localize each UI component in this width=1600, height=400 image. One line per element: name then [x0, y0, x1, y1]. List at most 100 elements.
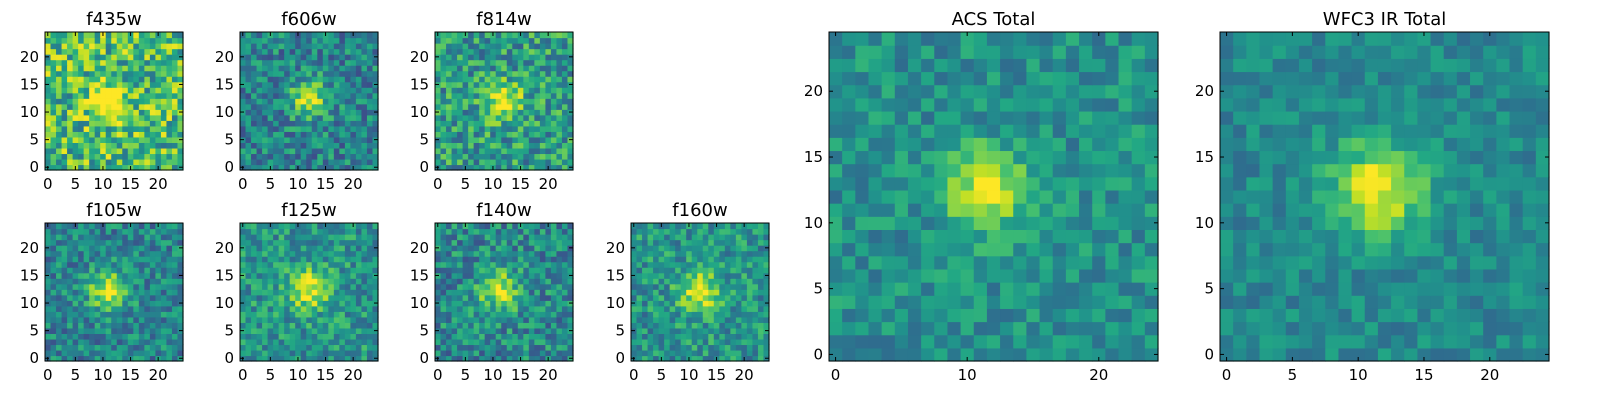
heatmap-cell: [702, 289, 709, 296]
heatmap-cell: [61, 289, 68, 296]
heatmap-cell: [550, 136, 558, 143]
heatmap-cell: [333, 278, 340, 285]
heatmap-cell: [289, 245, 296, 252]
heatmap-cell: [921, 255, 935, 270]
heatmap-cell: [757, 223, 765, 230]
heatmap-cell: [440, 294, 447, 301]
x-tick-label: 20: [149, 366, 168, 384]
heatmap-cell: [100, 54, 107, 61]
heatmap-cell: [177, 256, 184, 263]
heatmap-cell: [100, 120, 107, 127]
heatmap-cell: [1105, 347, 1120, 362]
x-tick-label: 10: [93, 175, 112, 193]
heatmap-cell: [50, 267, 57, 274]
heatmap-cell: [339, 59, 346, 66]
heatmap-cell: [83, 344, 90, 351]
heatmap-cell: [631, 338, 638, 346]
heatmap-cell: [986, 216, 1001, 230]
heatmap-cell: [72, 327, 79, 334]
heatmap-cell: [556, 153, 563, 160]
heatmap-cell: [473, 32, 480, 39]
heatmap-cell: [523, 261, 530, 268]
heatmap-cell: [289, 70, 296, 77]
heatmap-cell: [647, 355, 654, 362]
heatmap-cell: [171, 239, 179, 246]
heatmap-cell: [344, 131, 351, 138]
heatmap-cell: [372, 59, 379, 66]
heatmap-cell: [506, 125, 513, 132]
heatmap-cell: [680, 250, 687, 257]
heatmap-cell: [636, 278, 643, 285]
heatmap-cell: [457, 316, 464, 323]
heatmap-cell: [451, 92, 458, 99]
heatmap-cell: [127, 272, 134, 279]
heatmap-cell: [366, 87, 374, 94]
heatmap-cell: [757, 278, 765, 285]
heatmap-cell: [473, 355, 480, 362]
heatmap-cell: [355, 37, 363, 44]
heatmap-cell: [539, 103, 546, 110]
heatmap-cell: [490, 338, 497, 346]
heatmap-cell: [468, 261, 475, 268]
x-tick-label: 0: [43, 175, 53, 193]
heatmap-cell: [366, 158, 374, 166]
heatmap-cell: [45, 142, 52, 149]
heatmap-cell: [479, 103, 486, 110]
heatmap-cell: [94, 59, 101, 66]
heatmap-cell: [267, 322, 274, 329]
heatmap-cell: [534, 338, 541, 346]
heatmap-cell: [556, 300, 563, 307]
heatmap-cell: [138, 120, 145, 127]
heatmap-cell: [160, 48, 168, 55]
heatmap-cell: [251, 59, 258, 66]
heatmap-cell: [240, 43, 247, 50]
heatmap-cell: [328, 43, 335, 50]
heatmap-cell: [763, 289, 770, 296]
heatmap-cell: [440, 278, 447, 285]
heatmap-cell: [719, 228, 726, 235]
heatmap-cell: [83, 322, 90, 329]
heatmap-cell: [556, 92, 563, 99]
heatmap-cell: [829, 203, 843, 217]
heatmap-cell: [72, 109, 79, 116]
heatmap-cell: [144, 103, 151, 110]
heatmap-cell: [149, 48, 156, 55]
heatmap-cell: [1065, 268, 1080, 283]
heatmap-cell: [284, 76, 291, 83]
heatmap-cell: [473, 250, 480, 257]
heatmap-cell: [567, 316, 574, 323]
heatmap-cell: [523, 283, 530, 290]
heatmap-cell: [289, 250, 296, 257]
heatmap-cell: [842, 321, 856, 336]
heatmap-cell: [311, 59, 318, 66]
heatmap-cell: [686, 289, 693, 296]
heatmap-cell: [122, 349, 129, 357]
heatmap-cell: [921, 189, 935, 204]
heatmap-cell: [730, 327, 737, 334]
heatmap-cell: [322, 98, 329, 105]
heatmap-cell: [72, 272, 79, 279]
heatmap-cell: [631, 250, 638, 257]
heatmap-cell: [333, 120, 340, 127]
heatmap-cell: [61, 261, 68, 268]
heatmap-cell: [446, 261, 453, 268]
heatmap-cell: [67, 349, 74, 357]
heatmap-cell: [653, 245, 660, 252]
heatmap-cell: [1144, 189, 1159, 204]
heatmap-cell: [94, 37, 101, 44]
heatmap-cell: [333, 131, 340, 138]
heatmap-cell: [61, 131, 68, 138]
heatmap-cell: [361, 37, 368, 44]
heatmap-cell: [664, 223, 671, 230]
heatmap-cell: [473, 147, 480, 155]
heatmap-cell: [501, 37, 508, 44]
heatmap-cell: [647, 234, 654, 241]
heatmap-cell: [658, 234, 665, 241]
heatmap-cell: [490, 316, 497, 323]
heatmap-cell: [284, 327, 291, 334]
heatmap-cell: [355, 131, 363, 138]
heatmap-cell: [451, 223, 458, 230]
heatmap-cell: [647, 278, 654, 285]
heatmap-cell: [50, 54, 57, 61]
